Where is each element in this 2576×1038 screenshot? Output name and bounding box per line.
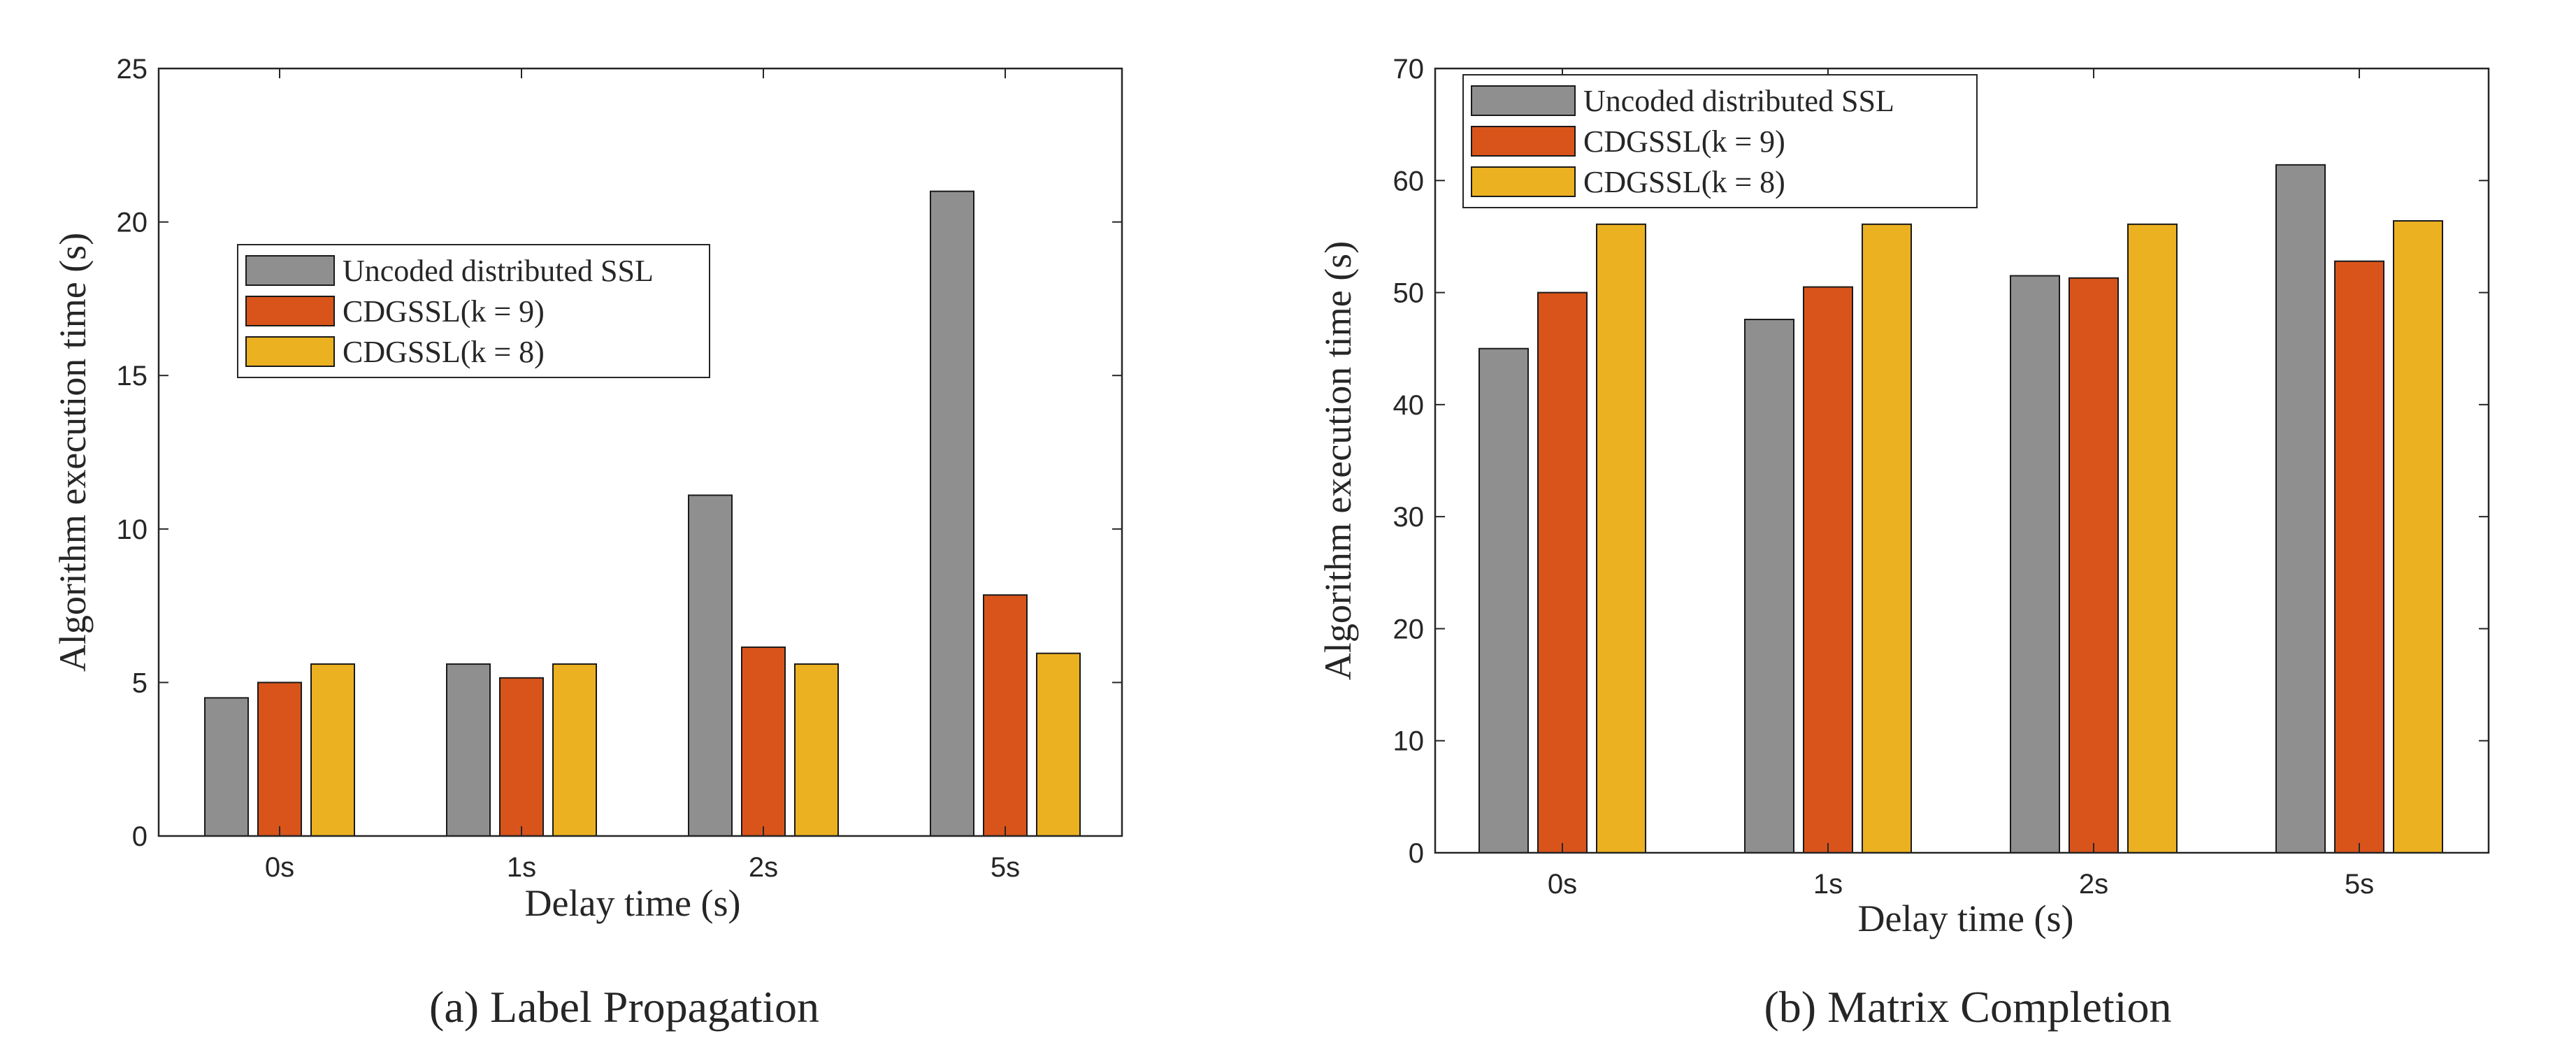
legend-label-2: CDGSSL(k = 8) (1583, 165, 1785, 199)
legend-swatch-2 (1471, 166, 1576, 197)
bar-5s-series-1 (2334, 260, 2384, 854)
bar-5s-series-2 (2393, 219, 2443, 853)
legend-label-0: Uncoded distributed SSL (1583, 84, 1894, 118)
bar-0s-series-1 (1537, 291, 1588, 854)
bar-5s-series-2 (1036, 652, 1081, 837)
legend-swatch-2 (245, 336, 335, 367)
legend-label-2: CDGSSL(k = 8) (343, 335, 545, 369)
figure-caption: (a) Label Propagation (429, 982, 819, 1032)
y-tick-label: 15 (117, 361, 148, 391)
x-tick-label: 0s (265, 852, 294, 883)
plot-frame (1434, 67, 2490, 854)
x-tick-label: 1s (507, 852, 536, 883)
x-axis-label: Delay time (s) (525, 882, 741, 924)
bar-5s-series-0 (2275, 164, 2326, 854)
legend-swatch-1 (245, 296, 335, 326)
y-tick-label: 25 (117, 54, 148, 85)
plot-frame (157, 67, 1123, 837)
y-tick-label: 40 (1393, 390, 1425, 421)
legend-label-0: Uncoded distributed SSL (343, 254, 654, 288)
x-tick-label: 2s (2079, 869, 2108, 900)
bar-0s-series-0 (204, 697, 249, 837)
y-tick-label: 50 (1393, 278, 1425, 309)
y-axis-label: Algorithm execution time (s) (52, 233, 94, 672)
bar-1s-series-1 (1803, 286, 1853, 853)
legend-swatch-0 (245, 255, 335, 286)
bar-0s-series-2 (310, 663, 355, 837)
x-tick-label: 1s (1813, 869, 1843, 900)
chart-label-propagation: 0s 1s 2s 5s 0 5 10 15 20 25 Delay time (s) Algorith… (52, 54, 1123, 1032)
x-tick-label: 2s (749, 852, 778, 883)
legend: Uncoded distributed SSL CDGSSL(k = 9) CDGS… (1462, 74, 1978, 208)
y-tick-label: 5 (132, 668, 147, 698)
y-tick-label: 30 (1393, 502, 1425, 533)
bar-2s-series-0 (688, 494, 733, 837)
x-tick-label: 5s (2345, 869, 2374, 900)
bar-0s-series-1 (257, 682, 302, 837)
x-tick-label: 5s (991, 852, 1020, 883)
legend-label-1: CDGSSL(k = 9) (343, 294, 545, 329)
bar-1s-series-0 (446, 663, 491, 837)
y-tick-label: 0 (132, 821, 147, 852)
legend-swatch-1 (1471, 126, 1576, 157)
y-tick-label: 60 (1393, 166, 1425, 196)
bar-0s-series-0 (1478, 347, 1529, 853)
y-tick-label: 0 (1409, 838, 1424, 869)
figure-caption: (b) Matrix Completion (1764, 982, 2171, 1032)
bar-2s-series-1 (2068, 277, 2119, 853)
legend: Uncoded distributed SSL CDGSSL(k = 9) CDGS… (237, 244, 710, 378)
legend-swatch-0 (1471, 85, 1576, 116)
x-axis-label: Delay time (s) (1858, 898, 2074, 939)
y-tick-label: 20 (117, 208, 148, 238)
bar-1s-series-2 (1862, 223, 1912, 854)
bar-2s-series-0 (2010, 275, 2060, 853)
bar-1s-series-0 (1744, 319, 1794, 854)
bar-1s-series-2 (552, 663, 597, 837)
bar-2s-series-2 (2127, 223, 2178, 854)
y-tick-label: 20 (1393, 614, 1425, 644)
legend-label-1: CDGSSL(k = 9) (1583, 124, 1785, 159)
chart-matrix-completion: 0s 1s 2s 5s 0 10 20 30 40 50 60 70 Delay time (s) Alg… (1317, 54, 2490, 1032)
bar-2s-series-1 (741, 646, 786, 837)
y-tick-label: 10 (1393, 726, 1425, 757)
x-tick-label: 0s (1548, 869, 1577, 900)
bar-1s-series-1 (499, 677, 544, 837)
y-axis-label: Algorithm execution time (s) (1317, 241, 1359, 680)
bar-2s-series-2 (794, 663, 839, 837)
bar-5s-series-1 (983, 594, 1028, 837)
bar-0s-series-2 (1596, 223, 1646, 854)
y-tick-label: 70 (1393, 54, 1425, 85)
y-tick-label: 10 (117, 514, 148, 545)
bar-5s-series-0 (930, 190, 974, 837)
